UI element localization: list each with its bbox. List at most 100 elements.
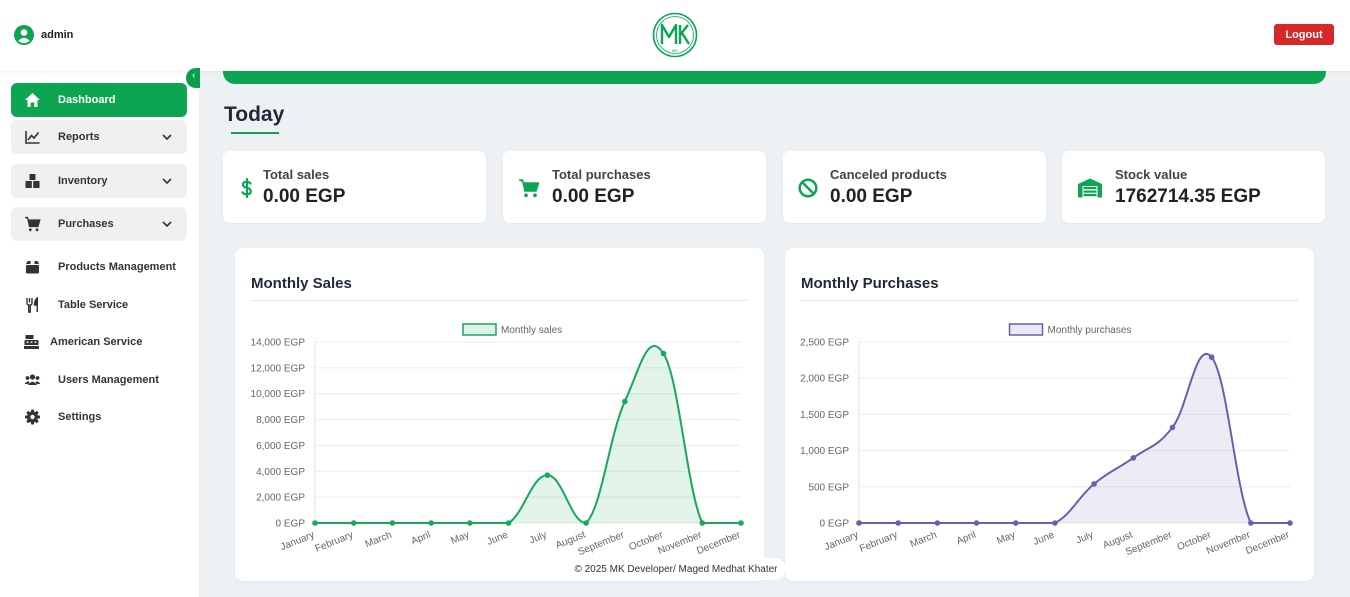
utensils-icon — [26, 297, 38, 313]
stat-label: Stock value — [1115, 167, 1188, 182]
sidebar-collapse-toggle[interactable]: ‹ — [186, 68, 200, 88]
user-name: admin — [41, 29, 74, 41]
box-icon — [26, 261, 39, 274]
sidebar-item-label: Table Service — [58, 299, 129, 311]
x-tick-label: July — [1075, 530, 1096, 547]
x-tick-label: May — [449, 530, 471, 547]
sidebar-item-purchases[interactable]: Purchases — [11, 207, 187, 241]
footer-credit: © 2025 MK Developer/ Maged Medhat Khater — [567, 558, 785, 580]
data-point — [660, 350, 667, 357]
sidebar-item-reports[interactable]: Reports — [11, 120, 187, 154]
data-point — [699, 520, 706, 526]
data-point — [1130, 455, 1137, 461]
chevron-down-icon — [162, 134, 172, 141]
divider — [251, 300, 748, 301]
logout-button[interactable]: Logout — [1274, 24, 1334, 45]
stat-card-canceled-products: Canceled products 0.00 EGP — [783, 151, 1046, 223]
stat-value: 0.00 EGP — [830, 186, 913, 207]
legend-swatch — [462, 323, 497, 336]
x-tick-label: December — [695, 529, 743, 557]
monthly-sales-card: Monthly Sales Monthly sales 0 EGP 2,000 EG… — [235, 248, 764, 581]
y-tick-label: 1,500 EGP — [800, 410, 849, 421]
data-point — [467, 520, 473, 526]
stat-label: Total sales — [263, 167, 330, 182]
card-title: Monthly Sales — [251, 275, 352, 292]
x-tick-label: April — [410, 530, 433, 548]
sidebar-item-american-service[interactable]: American Service — [11, 325, 187, 359]
sidebar-item-label: Inventory — [58, 175, 108, 187]
x-tick-label: November — [1205, 529, 1253, 557]
cart-icon — [519, 179, 540, 198]
y-tick-label: 500 EGP — [808, 482, 849, 493]
sidebar-item-inventory[interactable]: Inventory — [11, 164, 187, 198]
x-tick-label: May — [995, 530, 1017, 547]
stat-card-stock-value: Stock value 1762714.35 EGP — [1062, 151, 1325, 223]
card-title: Monthly Purchases — [801, 275, 939, 292]
svg-text:MK: MK — [672, 48, 678, 53]
sidebar-item-label: Reports — [58, 131, 100, 143]
chevron-left-icon: ‹ — [192, 70, 196, 81]
stat-value: 0.00 EGP — [263, 186, 346, 207]
sidebar-item-products-management[interactable]: Products Management — [11, 250, 187, 284]
x-tick-label: February — [858, 530, 899, 555]
x-tick-label: January — [279, 530, 316, 554]
sidebar-item-label: Settings — [58, 411, 102, 423]
sidebar-item-dashboard[interactable]: Dashboard — [11, 83, 187, 117]
stat-label: Total purchases — [552, 167, 651, 182]
sidebar-item-table-service[interactable]: Table Service — [11, 288, 187, 322]
sidebar: Dashboard Reports Inventory Purchases Pr… — [0, 71, 199, 597]
data-point — [738, 520, 744, 526]
y-tick-label: 14,000 EGP — [251, 338, 306, 349]
data-point — [1208, 354, 1215, 361]
dollar-icon — [241, 177, 252, 199]
data-point — [583, 520, 589, 526]
x-tick-label: June — [1032, 529, 1057, 547]
data-point — [1091, 481, 1097, 487]
monthly-purchases-chart: Monthly purchases 0 EGP 500 EGP 1,000 EGP 1,… — [800, 323, 1293, 558]
sidebar-item-users-management[interactable]: Users Management — [11, 363, 187, 397]
user-menu[interactable]: admin — [14, 25, 73, 45]
y-tick-label: 2,000 EGP — [800, 374, 849, 385]
y-tick-label: 12,000 EGP — [251, 363, 306, 374]
data-point — [389, 520, 396, 526]
cash-register-icon — [24, 335, 39, 349]
data-point — [934, 520, 941, 526]
chart-line-icon — [25, 131, 40, 144]
data-point — [312, 520, 318, 526]
sidebar-item-label: American Service — [50, 336, 143, 348]
data-point — [1052, 520, 1058, 526]
data-point — [350, 520, 357, 526]
x-tick-label: June — [486, 529, 511, 547]
stat-label: Canceled products — [830, 167, 948, 182]
chevron-down-icon — [162, 221, 172, 228]
y-tick-label: 4,000 EGP — [256, 467, 305, 478]
stat-card-total-sales: Total sales 0.00 EGP — [223, 151, 486, 223]
y-tick-label: 6,000 EGP — [256, 441, 305, 452]
data-point — [1248, 520, 1254, 526]
sidebar-item-label: Products Management — [58, 261, 176, 273]
gear-icon — [25, 409, 40, 425]
sidebar-item-label: Purchases — [58, 218, 114, 230]
y-tick-label: 1,000 EGP — [800, 446, 849, 457]
page-title: Today — [224, 103, 285, 126]
legend-label: Monthly purchases — [1048, 325, 1132, 336]
ban-icon — [798, 178, 818, 198]
x-tick-label: March — [364, 530, 394, 551]
sidebar-item-settings[interactable]: Settings — [11, 400, 187, 434]
monthly-sales-chart: Monthly sales 0 EGP 2,000 EGP 4,000 EGP 6,00… — [251, 323, 744, 558]
x-tick-label: January — [823, 530, 860, 554]
data-point — [1169, 424, 1176, 431]
title-underline — [231, 132, 279, 134]
data-point — [1012, 520, 1019, 526]
data-point — [1287, 520, 1293, 526]
y-tick-label: 10,000 EGP — [251, 389, 306, 400]
top-banner — [223, 71, 1326, 84]
divider — [801, 300, 1298, 301]
cart-icon — [25, 216, 41, 232]
data-point — [856, 520, 862, 526]
legend-swatch — [1008, 323, 1044, 336]
y-tick-label: 0 EGP — [820, 519, 850, 530]
x-tick-label: July — [528, 530, 549, 547]
data-point — [505, 520, 512, 526]
x-tick-label: February — [314, 530, 355, 555]
